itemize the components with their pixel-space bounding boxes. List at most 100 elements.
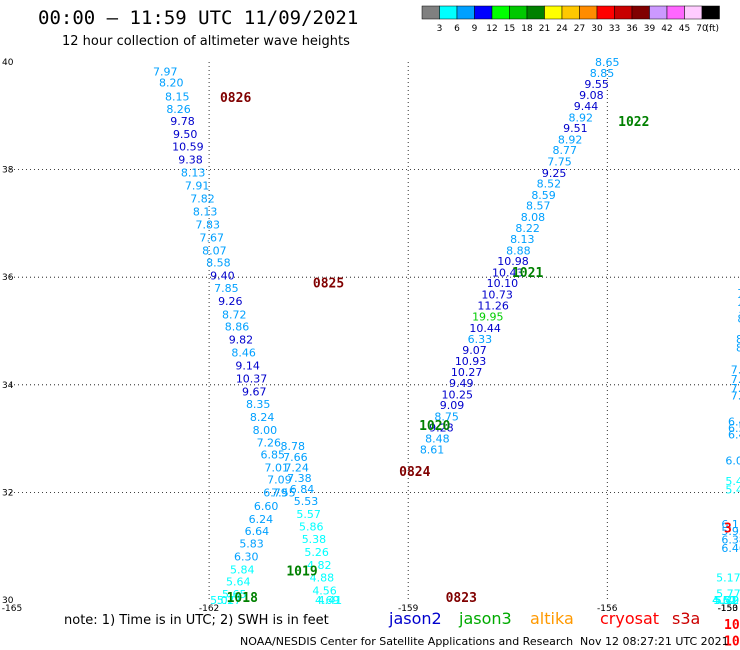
wave-height-value: 10.98 (497, 255, 529, 268)
wave-height-value: 7.7 (737, 295, 740, 308)
color-scale-swatch (614, 5, 633, 20)
wave-height-value: 9.28 (429, 421, 454, 434)
pass-time-label: 0824 (399, 465, 430, 480)
pass-time-label: 1018 (227, 591, 258, 606)
wave-height-value: 7.09 (267, 473, 292, 486)
wave-height-value: 8.13 (510, 233, 535, 246)
color-scale-label: 18 (521, 24, 533, 34)
wave-height-value: 8.92 (558, 133, 583, 146)
y-tick-label: 38 (2, 166, 14, 176)
edge-pass-label: 10 (724, 618, 740, 633)
wave-height-value: 9.40 (210, 270, 235, 283)
x-tick-label: -159 (398, 604, 419, 614)
wave-height-value: 7.82 (190, 193, 215, 206)
wave-height-value: 8.58 (206, 257, 231, 270)
color-scale-label: 6 (454, 24, 460, 34)
wave-height-value: 8.13 (181, 166, 206, 179)
wave-height-value: 6.30 (234, 550, 259, 563)
wave-height-value: 8.52 (537, 178, 562, 191)
wave-height-value: 10.43 (492, 266, 524, 279)
color-scale-swatch (544, 5, 563, 20)
wave-height-value: 8.88 (506, 244, 531, 257)
wave-height-value: 9.55 (584, 78, 609, 91)
wave-height-value: 8.59 (531, 189, 556, 202)
wave-height-value: 8.48 (425, 433, 450, 446)
pass-time-label: 1019 (286, 564, 317, 579)
wave-height-value: 8.77 (553, 144, 578, 157)
color-scale-swatch (439, 5, 458, 20)
wave-height-value: 8.13 (193, 206, 218, 219)
wave-height-value: 5.29 (715, 594, 740, 607)
wave-height-value: 4.41 (318, 594, 343, 607)
wave-height-value: 7.85 (214, 282, 239, 295)
x-tick-label: -156 (597, 604, 618, 614)
color-scale-swatch (509, 5, 528, 20)
wave-height-value: 9.67 (242, 385, 267, 398)
wave-height-value: 8.15 (165, 90, 190, 103)
x-tick-label: -150 (718, 604, 739, 614)
wave-height-value: 8.72 (222, 308, 247, 321)
wave-height-value: 10.73 (481, 288, 513, 301)
satellite-cryosat: cryosat (600, 609, 659, 628)
wave-height-value: 6.84 (290, 483, 315, 496)
wave-height-value: 8.57 (526, 200, 551, 213)
wave-height-value: 5.27 (217, 594, 242, 607)
pass-time-label: 1021 (512, 266, 543, 281)
wave-height-value: 5.42 (715, 594, 740, 607)
wave-height-value: 6.40 (728, 415, 740, 428)
wave-height-value: 7.67 (199, 231, 224, 244)
wave-height-value: 4.56 (312, 584, 337, 597)
wave-height-value: 8.92 (568, 111, 593, 124)
wave-height-value: 10.93 (455, 355, 487, 368)
wave-height-value: 6.55 (728, 422, 740, 435)
wave-height-value: 5.95 (721, 525, 740, 538)
pass-labels: 0826082508240823102210211020101910183101… (220, 91, 740, 649)
wave-height-value: 8.22 (515, 222, 540, 235)
wave-height-value: 5.84 (230, 563, 255, 576)
wave-height-value: 9.49 (449, 377, 474, 390)
wave-height-value: 5.49 (725, 484, 740, 497)
wave-height-value: 5.38 (302, 533, 327, 546)
color-scale-swatch (561, 5, 580, 20)
color-scale-swatch (579, 5, 598, 20)
wave-height-value: 19.95 (472, 310, 504, 323)
wave-height-value: 6.11 (721, 518, 740, 531)
color-scale-label: 21 (539, 24, 550, 34)
footer: note: 1) Time is in UTC; 2) SWH is in fe… (64, 609, 729, 648)
wave-height-value: 5.53 (294, 495, 319, 508)
y-tick-label: 34 (2, 381, 14, 391)
wave-height-value: 6.79 (263, 486, 288, 499)
satellite-jason3: jason3 (458, 609, 512, 628)
wave-height-value: 4.88 (310, 571, 335, 584)
footer-note: note: 1) Time is in UTC; 2) SWH is in fe… (64, 613, 329, 628)
wave-height-value: 5.86 (299, 520, 324, 533)
wave-height-value: 8.00 (253, 424, 278, 437)
color-scale-swatch (631, 5, 650, 20)
pass-time-label: 0823 (446, 591, 477, 606)
color-scale-label: 12 (486, 24, 497, 34)
wave-height-value: 7.97 (153, 66, 178, 79)
wave-height-value: 4.69 (315, 594, 340, 607)
wave-height-value: 9.82 (229, 334, 254, 347)
wave-height-value: 4.61 (712, 594, 737, 607)
wave-height-value: 9.51 (563, 122, 588, 135)
wave-height-value: 10.37 (236, 372, 268, 385)
wave-height-value: 6.60 (254, 500, 279, 513)
wave-height-value: 10.27 (451, 366, 483, 379)
wave-height-value: 9.78 (170, 115, 195, 128)
wave-height-value: 10.44 (469, 322, 501, 335)
color-scale-swatch (701, 5, 720, 20)
wave-height-value: 6.85 (261, 449, 286, 462)
pass-time-label: 1020 (419, 419, 450, 434)
wave-height-value: 6.02 (725, 455, 740, 468)
color-scale-swatch (474, 5, 493, 20)
wave-height-value: 11.26 (477, 300, 509, 313)
y-tick-label: 36 (2, 273, 14, 283)
wave-height-value: 8.78 (280, 440, 305, 453)
wave-height-value: 9.44 (574, 100, 599, 113)
wave-height-value: 7.01 (265, 462, 290, 475)
wave-height-value: 5.77 (716, 588, 740, 601)
wave-height-value: 6.64 (245, 525, 270, 538)
y-axis-ticks: 30 32 34 36 38 40 (2, 58, 14, 606)
